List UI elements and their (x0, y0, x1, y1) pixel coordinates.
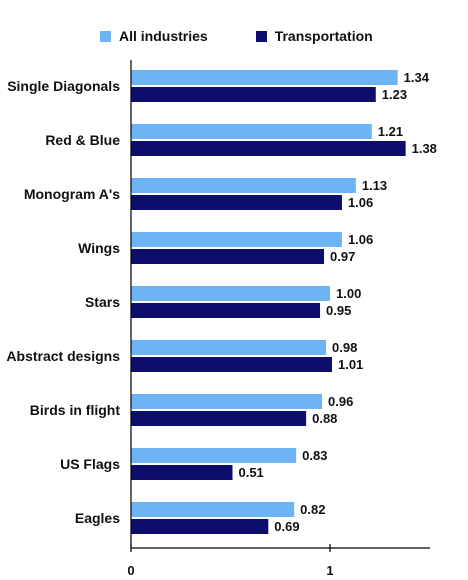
legend-swatch-all-industries (100, 30, 111, 42)
data-label: 0.97 (330, 249, 355, 264)
data-label: 1.06 (348, 232, 373, 247)
bar-transportation (131, 249, 325, 264)
category-label: Birds in flight (30, 402, 121, 418)
data-label: 1.38 (412, 141, 437, 156)
data-label: 0.83 (302, 448, 327, 463)
bar-all-industries (131, 70, 398, 85)
bar-transportation (131, 519, 269, 534)
data-label: 0.96 (328, 394, 353, 409)
category-label: Single Diagonals (7, 78, 120, 94)
bar-transportation (131, 303, 321, 318)
bar-transportation (131, 87, 376, 102)
bar-all-industries (131, 124, 372, 139)
bar-all-industries (131, 340, 327, 355)
category-label: Red & Blue (45, 132, 120, 148)
category-label: US Flags (60, 456, 120, 472)
data-label: 1.00 (336, 286, 361, 301)
data-label: 1.06 (348, 195, 373, 210)
legend-label-all-industries: All industries (119, 28, 208, 44)
data-label: 0.88 (312, 411, 337, 426)
data-label: 0.95 (326, 303, 351, 318)
bar-transportation (131, 357, 332, 372)
data-label: 1.23 (382, 87, 407, 102)
category-label: Eagles (75, 510, 120, 526)
data-label: 1.01 (338, 357, 363, 372)
x-tick-label: 1 (326, 563, 333, 578)
legend-item-all-industries: All industries (100, 28, 208, 44)
bar-transportation (131, 195, 342, 210)
data-label: 1.21 (378, 124, 403, 139)
bar-all-industries (131, 502, 295, 517)
category-label: Stars (85, 294, 120, 310)
data-label: 0.82 (300, 502, 325, 517)
data-label: 0.69 (274, 519, 299, 534)
bar-all-industries (131, 178, 356, 193)
legend-swatch-transportation (255, 30, 267, 42)
category-label: Wings (78, 240, 120, 256)
data-label: 1.34 (404, 70, 430, 85)
bar-transportation (131, 465, 233, 480)
bar-all-industries (131, 232, 342, 247)
legend: All industries Transportation (100, 28, 373, 44)
category-label: Abstract designs (6, 348, 120, 364)
legend-label-transportation: Transportation (274, 28, 373, 44)
bar-all-industries (131, 448, 297, 463)
category-label: Monogram A's (24, 186, 120, 202)
bar-all-industries (131, 286, 330, 301)
data-label: 1.13 (362, 178, 387, 193)
data-label: 0.98 (332, 340, 357, 355)
legend-item-transportation: Transportation (255, 28, 373, 44)
data-label: 0.51 (238, 465, 263, 480)
bar-all-industries (131, 394, 323, 409)
bar-transportation (131, 411, 307, 426)
bar-transportation (131, 141, 406, 156)
x-tick-label: 0 (127, 563, 134, 578)
